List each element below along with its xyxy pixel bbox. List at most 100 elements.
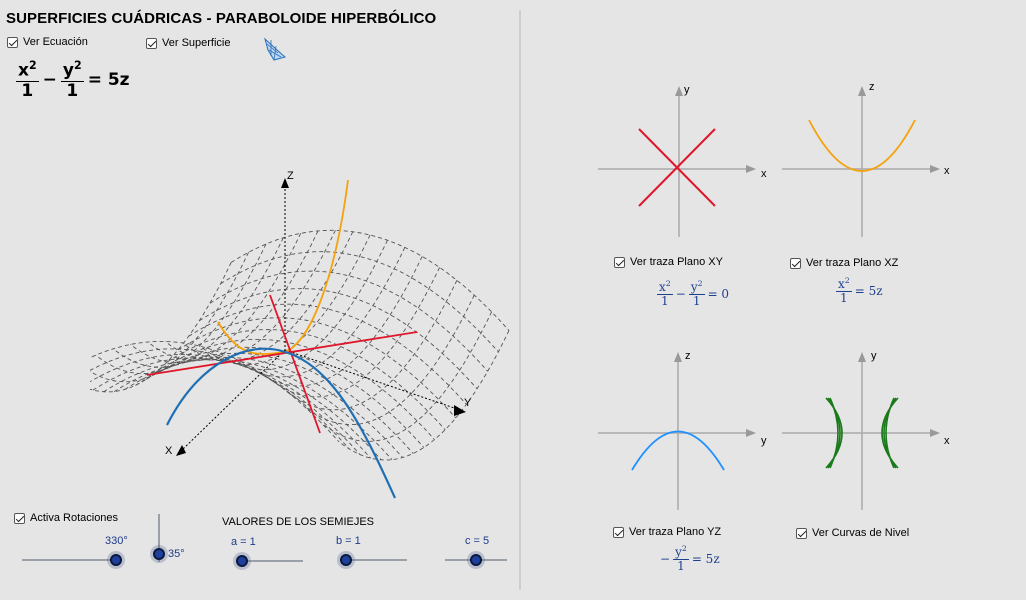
c-slider-knob[interactable] xyxy=(470,554,482,566)
trace-xy-plot: x y xyxy=(598,84,767,237)
trace-red-line-1 xyxy=(146,331,418,376)
mesh-line xyxy=(286,280,458,411)
panel-divider xyxy=(519,10,521,590)
x-axis-label: x xyxy=(761,168,767,180)
trace-parabola xyxy=(631,430,725,471)
b-slider-track[interactable] xyxy=(340,559,407,561)
rot-h-slider-track[interactable] xyxy=(22,559,122,561)
mesh-line xyxy=(220,251,499,353)
mesh-line xyxy=(230,229,510,331)
checkbox-checked-icon[interactable] xyxy=(790,257,801,269)
checkbox-checked-icon[interactable] xyxy=(614,256,625,268)
mesh-line xyxy=(167,329,446,431)
rot-h-slider-knob[interactable] xyxy=(110,554,122,566)
mesh-line xyxy=(188,303,467,405)
curvas-nivel-label: Ver Curvas de Nivel xyxy=(812,527,910,539)
c-slider-label: c = 5 xyxy=(465,535,490,547)
mesh-line xyxy=(251,256,423,387)
z-axis-label: z xyxy=(869,82,875,93)
trace-xz-plot: x z xyxy=(782,82,950,237)
equation-rhs: = 5z xyxy=(87,70,130,91)
trace-xy-equation: x2 1 − y2 1 = 0 xyxy=(657,279,730,308)
trace-yz-equation: − y2 1 = 5z xyxy=(660,544,720,573)
surface-icon[interactable] xyxy=(262,36,288,62)
mesh-line xyxy=(145,346,425,448)
mesh-line xyxy=(124,356,403,458)
a-slider-label: a = 1 xyxy=(231,536,256,548)
z-axis-arrow-icon xyxy=(281,178,289,188)
mesh-line xyxy=(177,317,457,419)
mesh-line xyxy=(234,247,406,378)
mesh-line xyxy=(95,243,267,375)
mesh-line xyxy=(303,294,475,426)
level-curves-plot: x y xyxy=(782,350,950,510)
trace-yz-plot: y z xyxy=(598,350,767,510)
ver-ecuacion-checkbox[interactable]: Ver Ecuación xyxy=(7,36,88,48)
mesh-line xyxy=(90,340,340,442)
x-axis xyxy=(181,349,286,451)
a-slider-knob[interactable] xyxy=(236,555,248,567)
x-axis-label: x xyxy=(944,435,950,447)
surface-mesh xyxy=(90,229,510,461)
b-slider-knob[interactable] xyxy=(340,554,352,566)
mesh-line xyxy=(90,262,232,393)
mesh-line xyxy=(147,230,319,361)
trace-line xyxy=(638,128,716,207)
trace-red-line-2 xyxy=(269,294,321,434)
checkbox-checked-icon[interactable] xyxy=(796,527,807,539)
x-axis-label: x xyxy=(944,165,950,177)
y-axis-label: Y xyxy=(464,397,472,409)
main-equation: x2 1 − y2 1 = 5z xyxy=(16,59,130,101)
checkbox-checked-icon[interactable] xyxy=(7,36,18,48)
mesh-line xyxy=(112,237,284,368)
mesh-line xyxy=(182,231,354,362)
y-axis-label: y xyxy=(761,435,767,447)
level-curves xyxy=(825,397,899,469)
mesh-line xyxy=(103,359,382,461)
mesh-line xyxy=(209,270,489,372)
rot-v-value: 35° xyxy=(168,548,185,560)
a-slider-track[interactable] xyxy=(236,560,303,562)
x-axis-arrow-icon xyxy=(176,445,186,456)
mesh-line xyxy=(199,288,478,390)
checkbox-checked-icon[interactable] xyxy=(146,37,157,49)
semiejes-heading: VALORES DE LOS SEMIEJES xyxy=(222,516,375,528)
trace-blue-curve xyxy=(166,347,397,499)
traza-xz-checkbox[interactable]: Ver traza Plano XZ xyxy=(790,257,898,269)
mesh-line xyxy=(113,359,393,461)
rot-h-value: 330° xyxy=(105,535,128,547)
y-axis-arrow-icon xyxy=(454,405,466,416)
traza-xz-label: Ver traza Plano XZ xyxy=(806,257,899,269)
mesh-line xyxy=(130,233,302,364)
mesh-line xyxy=(338,330,510,461)
traza-xy-label: Ver traza Plano XY xyxy=(630,256,723,268)
ver-superficie-checkbox[interactable]: Ver Superficie xyxy=(146,37,230,49)
rot-v-slider-knob[interactable] xyxy=(153,548,165,560)
mesh-line xyxy=(269,267,441,398)
curvas-nivel-checkbox[interactable]: Ver Curvas de Nivel xyxy=(796,527,909,539)
trace-xz-equation: x2 1 = 5z xyxy=(836,276,883,305)
activa-rotaciones-label: Activa Rotaciones xyxy=(30,512,119,524)
traza-xy-checkbox[interactable]: Ver traza Plano XY xyxy=(614,256,723,268)
mesh-line xyxy=(90,348,350,450)
y-axis-label: y xyxy=(871,350,877,362)
checkbox-checked-icon[interactable] xyxy=(14,512,25,524)
b-slider-label: b = 1 xyxy=(336,535,361,547)
page-title: SUPERFICIES CUÁDRICAS - PARABOLOIDE HIPE… xyxy=(6,10,437,27)
surface-3d-view[interactable]: Z X Y xyxy=(90,160,510,505)
checkbox-checked-icon[interactable] xyxy=(613,526,624,538)
traza-yz-label: Ver traza Plano YZ xyxy=(629,526,722,538)
traza-yz-checkbox[interactable]: Ver traza Plano YZ xyxy=(613,526,721,538)
mesh-line xyxy=(92,357,372,459)
activa-rotaciones-checkbox[interactable]: Activa Rotaciones xyxy=(14,512,118,524)
rot-v-slider-track[interactable] xyxy=(158,514,160,562)
ver-superficie-label: Ver Superficie xyxy=(162,37,231,49)
mesh-line xyxy=(90,353,361,455)
mesh-line xyxy=(90,252,250,383)
z-axis-label: Z xyxy=(287,170,294,182)
mesh-line xyxy=(321,311,493,442)
trace-parabola xyxy=(808,119,916,172)
z-axis-label: z xyxy=(685,350,691,362)
y-axis xyxy=(284,349,461,411)
x-axis-label: X xyxy=(165,445,173,457)
